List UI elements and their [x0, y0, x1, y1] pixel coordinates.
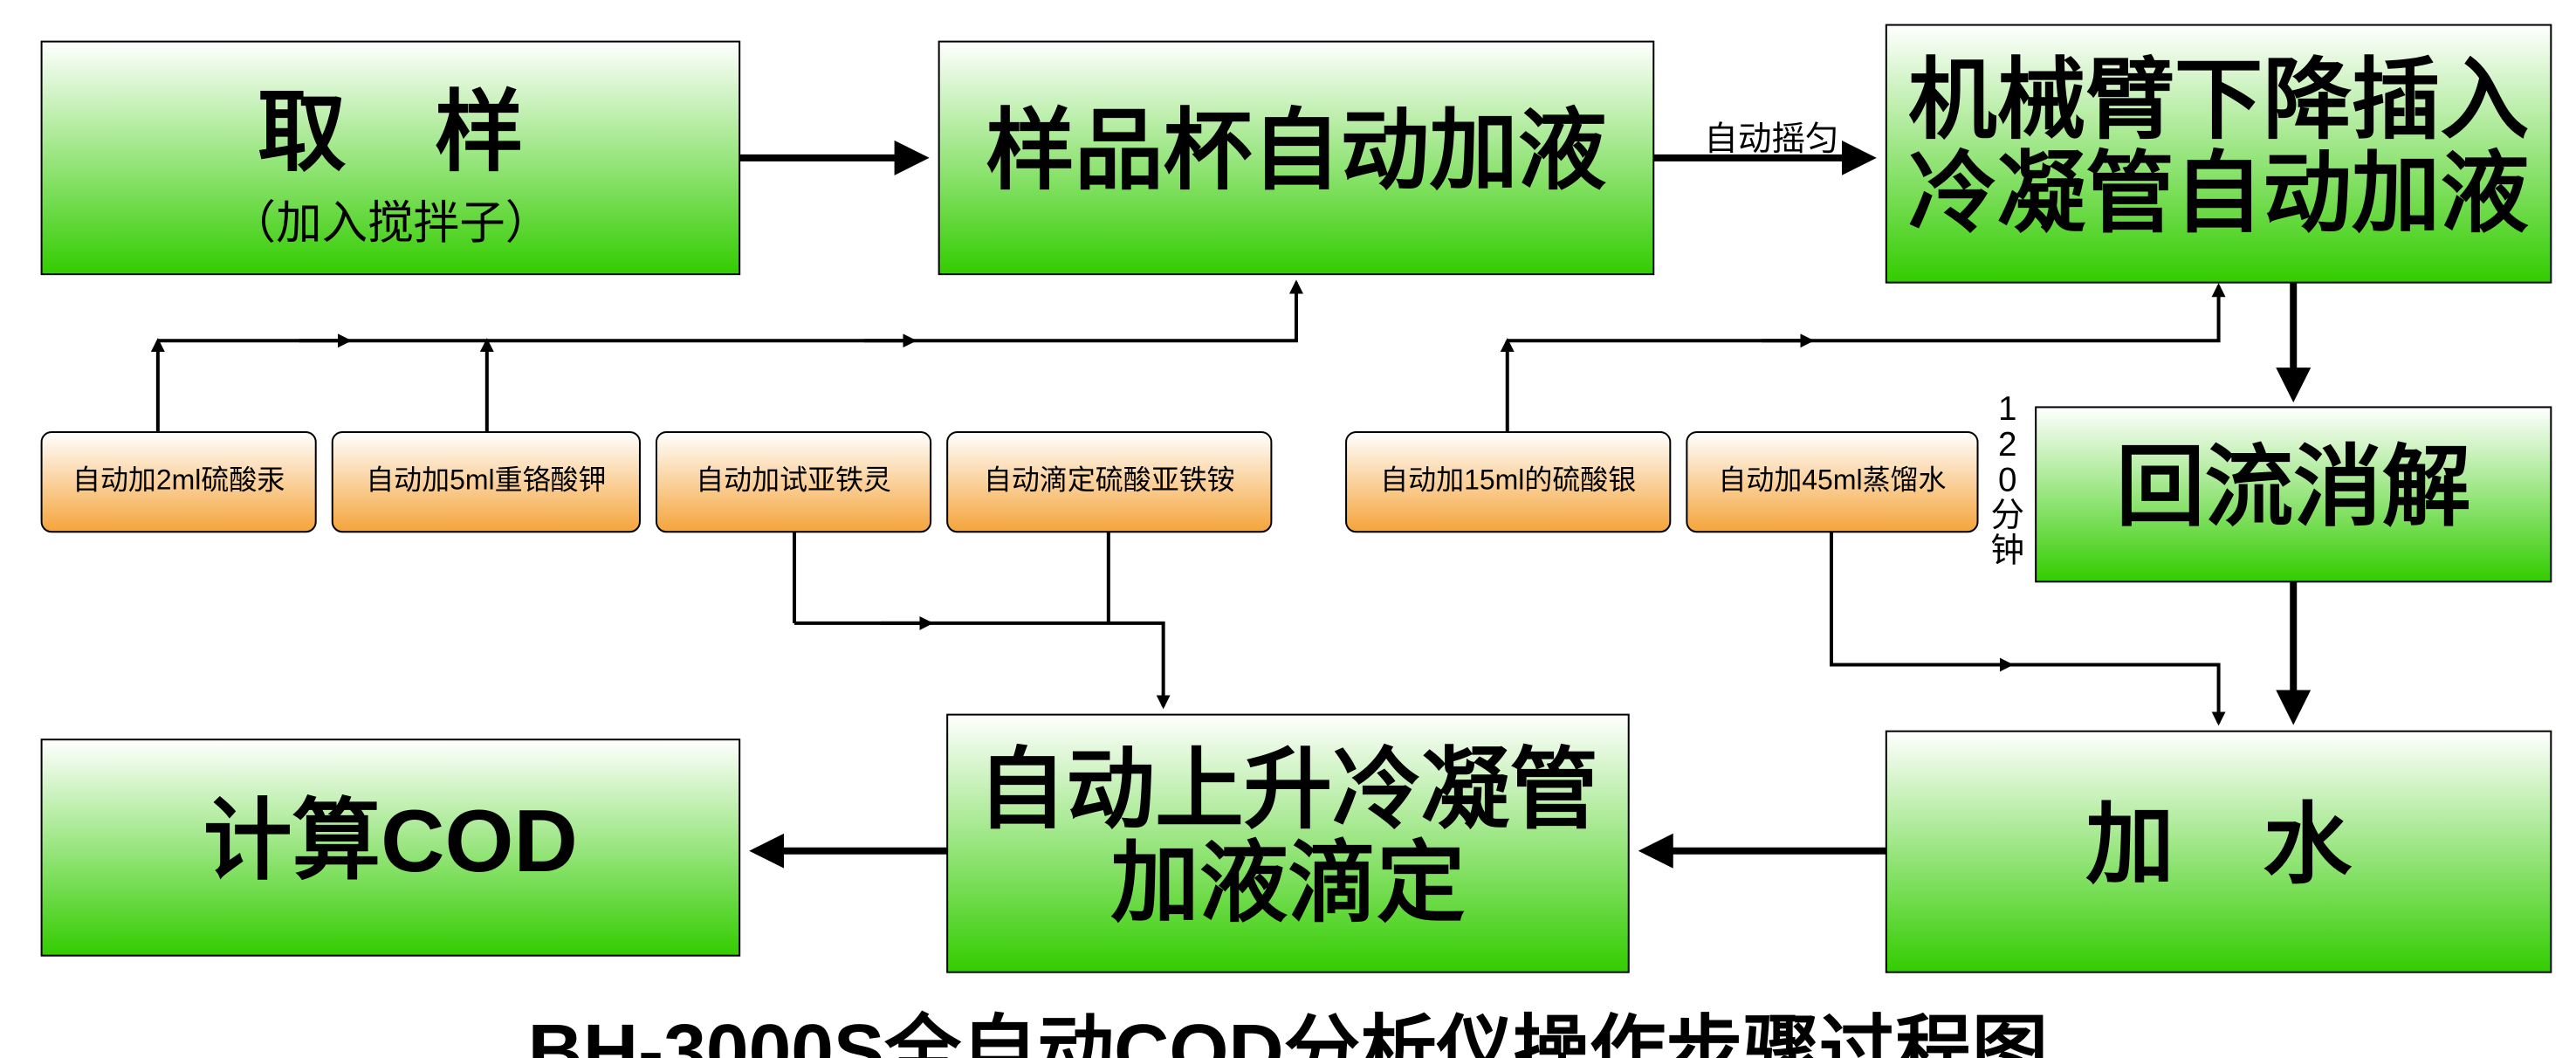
node-label: 自动上升冷凝管 [978, 740, 1598, 840]
orange-node-o5: 自动加15ml的硫酸银 [1346, 432, 1670, 532]
flowchart-diagram: 取 样 （加入搅拌子） 样品杯自动加液 机械臂下降插入冷凝管自动加液回流消解加 水 自动… [0, 0, 2576, 1058]
green-node-n4: 回流消解 [2036, 407, 2551, 581]
edge-label: 分 [1990, 497, 2024, 534]
node-label: 加 水 [2085, 795, 2352, 895]
node-label: 计算COD [203, 791, 578, 890]
node-label: 回流消解 [2116, 437, 2470, 537]
connector [1508, 285, 2219, 340]
node-label: 自动加45ml蒸馏水 [1718, 464, 1946, 496]
orange-node-o1: 自动加2ml硫酸汞 [42, 432, 316, 532]
diagram-title: BH-3000S全自动COD分析仪操作步骤过程图 [528, 1008, 2049, 1058]
orange-node-o4: 自动滴定硫酸亚铁铵 [947, 432, 1271, 532]
connector [158, 283, 1296, 341]
orange-node-o6: 自动加45ml蒸馏水 [1686, 432, 1977, 532]
green-node-n5: 加 水 [1886, 732, 2552, 972]
node-label: 机械臂下降插入 [1908, 51, 2529, 150]
green-node-n3: 机械臂下降插入冷凝管自动加液 [1886, 25, 2552, 283]
node-label: 自动加2ml硫酸汞 [72, 464, 285, 496]
node-label: 样品杯自动加液 [986, 101, 1606, 201]
connector [794, 623, 1164, 706]
edge-label: 自动摇匀 [1704, 120, 1838, 158]
node-label: 自动加5ml重铬酸钾 [366, 464, 606, 496]
node-label: 自动加试亚铁灵 [696, 464, 891, 496]
green-node-n2: 样品杯自动加液 [939, 42, 1654, 275]
edge-label: 0 [1998, 461, 2016, 498]
edge-label: 2 [1998, 426, 2016, 464]
green-node-n7: 计算COD [42, 739, 740, 955]
green-node-n6: 自动上升冷凝管加液滴定 [947, 715, 1629, 972]
node-sublabel: （加入搅拌子） [230, 198, 552, 249]
node-label: 冷凝管自动加液 [1908, 143, 2529, 243]
orange-node-o3: 自动加试亚铁灵 [656, 432, 931, 532]
edge-label: 1 [1998, 390, 2016, 428]
edge-label: 钟 [1990, 532, 2024, 569]
node-label: 自动加15ml的硫酸银 [1380, 464, 1636, 496]
node-label: 自动滴定硫酸亚铁铵 [984, 464, 1235, 496]
node-label: 取 样 [258, 82, 524, 182]
orange-node-o2: 自动加5ml重铬酸钾 [333, 432, 640, 532]
node-label: 加液滴定 [1110, 833, 1465, 932]
green-node-n1: 取 样 （加入搅拌子） [42, 42, 740, 275]
